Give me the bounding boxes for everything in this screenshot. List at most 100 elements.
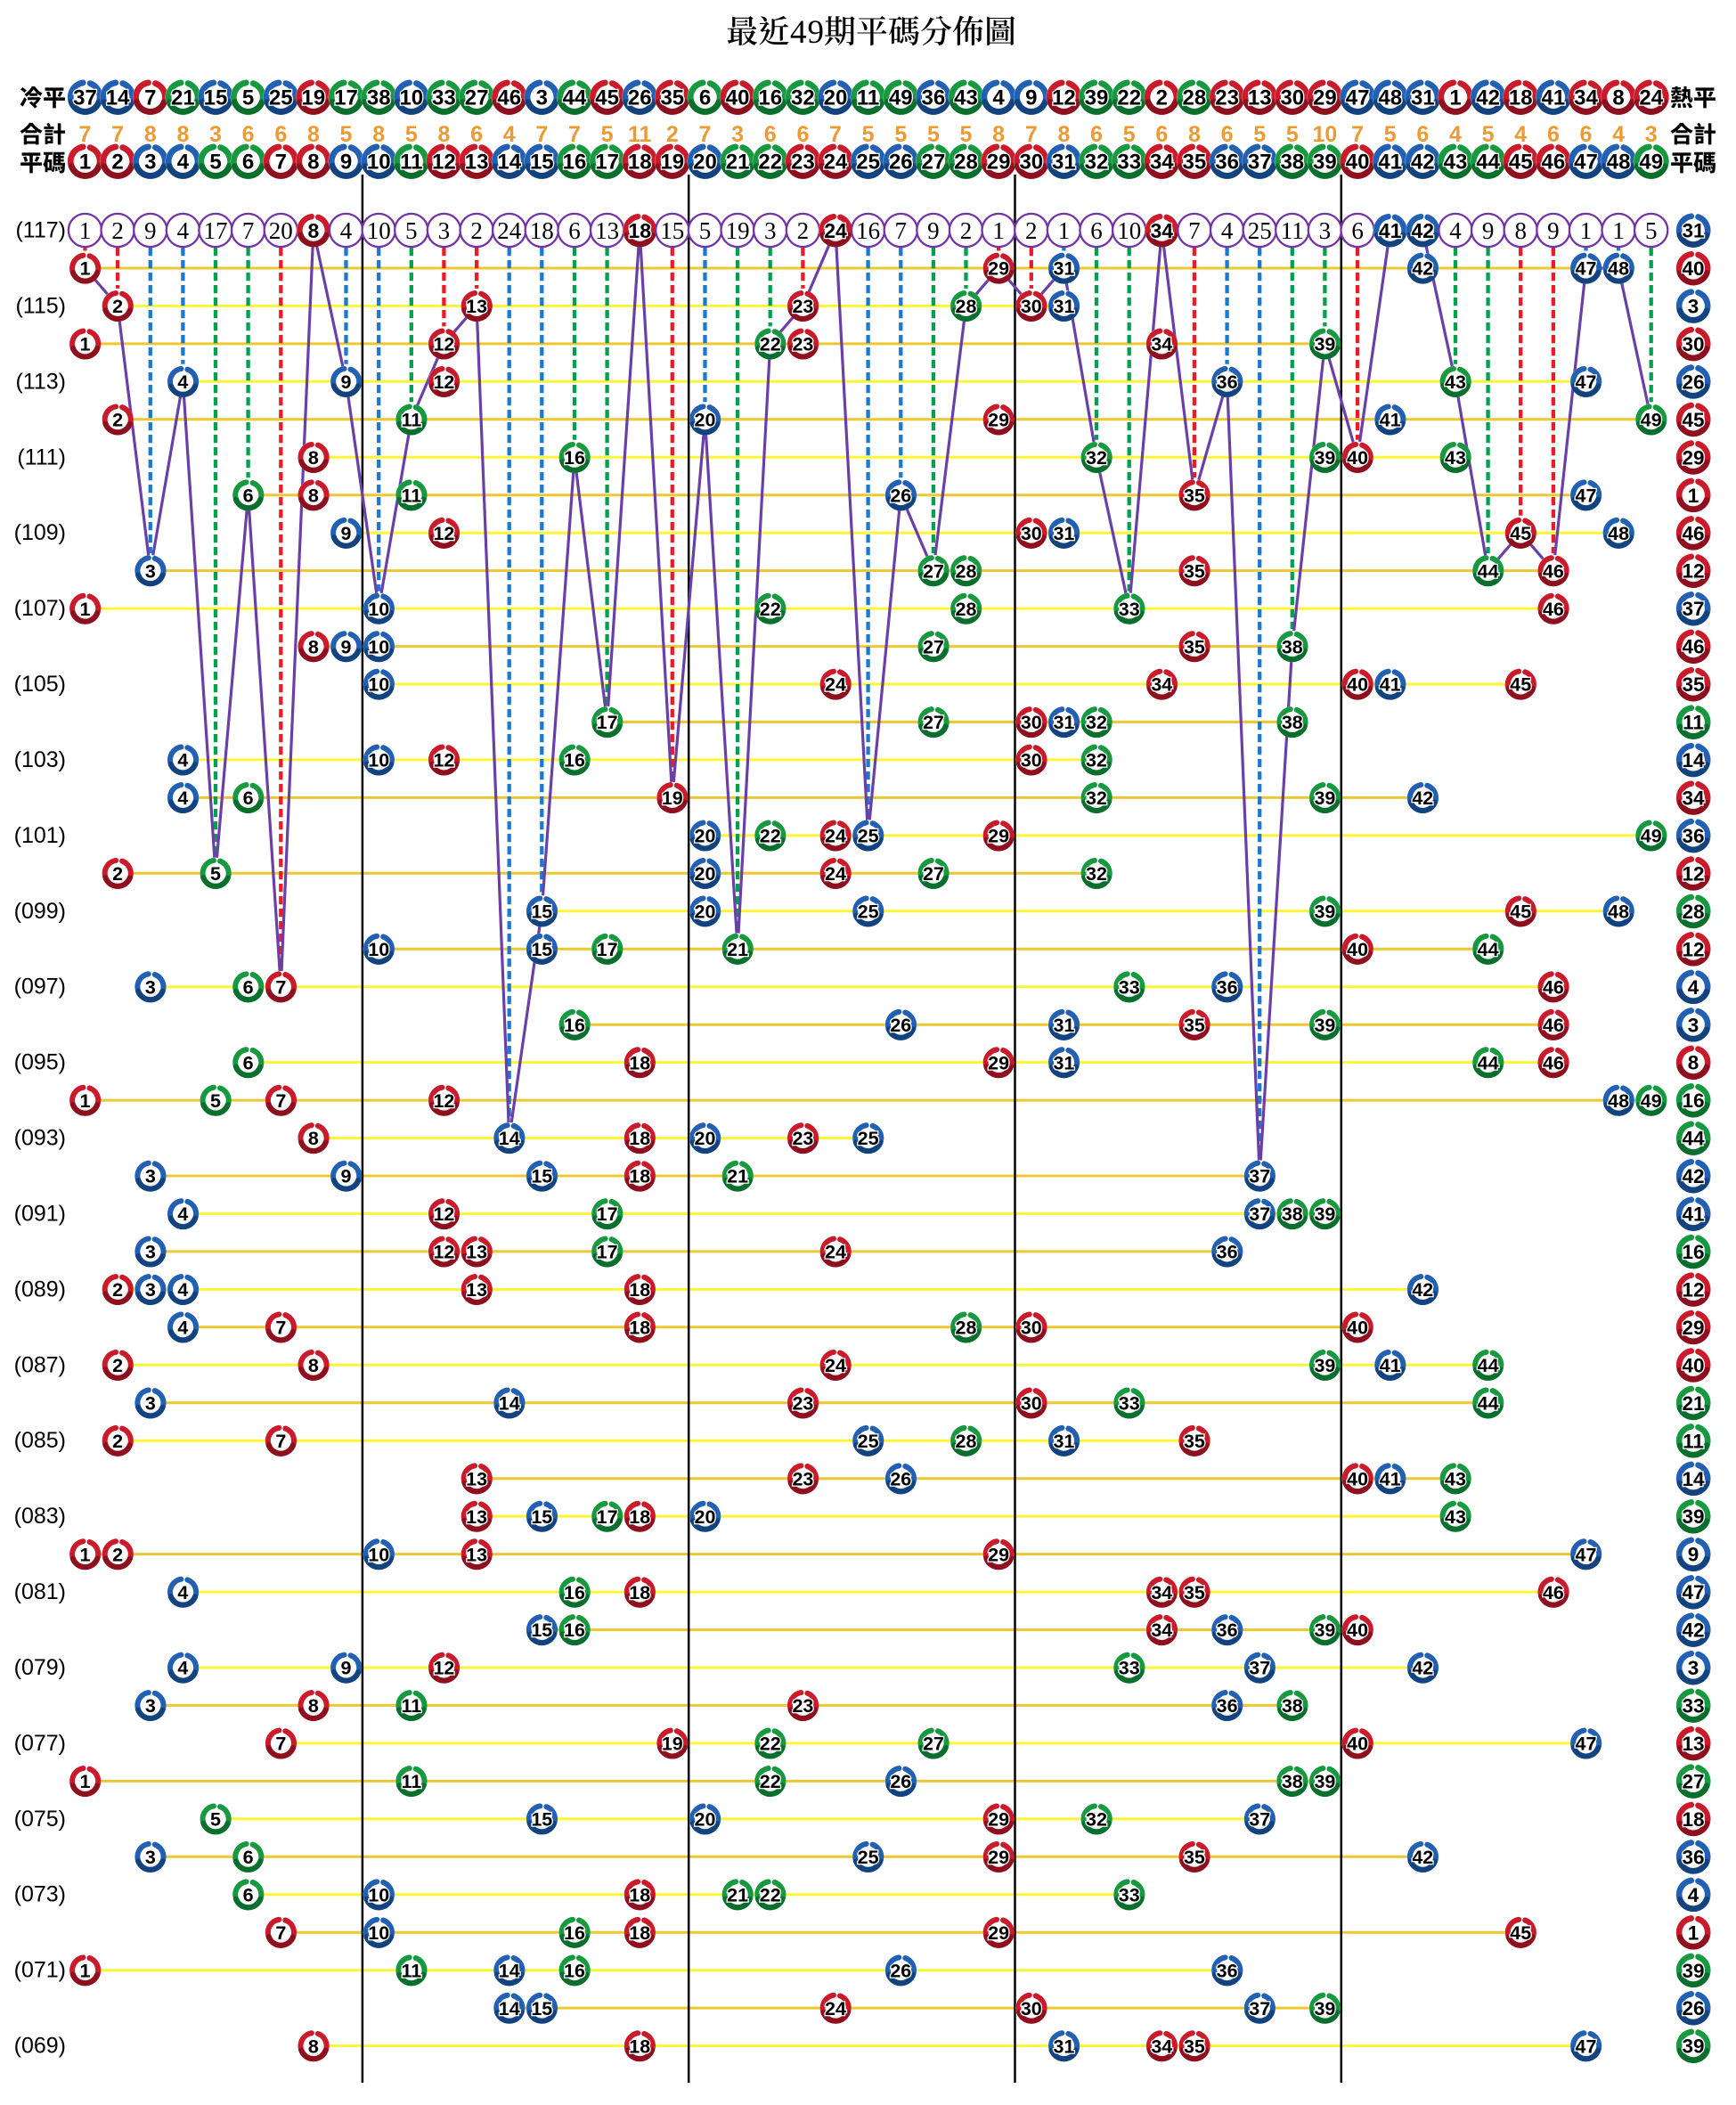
- svg-text:39: 39: [1682, 1505, 1704, 1528]
- svg-text:20: 20: [693, 151, 717, 175]
- svg-text:1: 1: [1688, 1921, 1699, 1944]
- svg-text:36: 36: [1217, 1695, 1238, 1717]
- svg-text:20: 20: [695, 826, 716, 847]
- svg-text:39: 39: [1314, 1620, 1335, 1641]
- svg-text:3: 3: [145, 1393, 156, 1415]
- svg-text:(081): (081): [14, 1579, 66, 1604]
- svg-text:42: 42: [1412, 787, 1433, 809]
- svg-text:28: 28: [954, 151, 978, 175]
- svg-text:42: 42: [1476, 86, 1500, 110]
- svg-text:39: 39: [1682, 1960, 1704, 1982]
- svg-text:8: 8: [992, 122, 1005, 147]
- svg-text:15: 15: [530, 151, 554, 175]
- svg-text:42: 42: [1682, 1620, 1704, 1642]
- svg-text:16: 16: [564, 1620, 585, 1641]
- svg-text:(105): (105): [14, 672, 66, 697]
- svg-text:27: 27: [465, 86, 489, 110]
- svg-text:24: 24: [825, 1355, 846, 1376]
- svg-text:39: 39: [1085, 86, 1109, 110]
- svg-text:38: 38: [1282, 636, 1303, 657]
- svg-text:5: 5: [862, 122, 875, 147]
- svg-text:8: 8: [308, 485, 319, 506]
- svg-text:38: 38: [1282, 1203, 1303, 1225]
- svg-text:34: 34: [1151, 334, 1172, 355]
- svg-text:5: 5: [601, 122, 614, 147]
- svg-text:13: 13: [466, 1468, 487, 1489]
- svg-text:24: 24: [825, 674, 846, 696]
- svg-text:46: 46: [1682, 522, 1704, 544]
- svg-text:44: 44: [563, 86, 587, 110]
- svg-text:12: 12: [433, 750, 454, 771]
- svg-text:45: 45: [1510, 523, 1531, 544]
- svg-text:18: 18: [628, 219, 651, 242]
- svg-text:35: 35: [1184, 485, 1205, 506]
- svg-text:6: 6: [1580, 122, 1593, 147]
- svg-text:41: 41: [1682, 1203, 1704, 1226]
- svg-text:23: 23: [792, 334, 813, 355]
- svg-text:(069): (069): [14, 2034, 66, 2059]
- svg-text:35: 35: [1184, 1847, 1205, 1868]
- svg-text:8: 8: [308, 447, 319, 469]
- svg-text:1: 1: [79, 151, 91, 175]
- svg-text:29: 29: [988, 1809, 1009, 1831]
- svg-text:13: 13: [466, 296, 487, 317]
- svg-text:40: 40: [1347, 1620, 1368, 1641]
- svg-text:18: 18: [1509, 86, 1533, 110]
- svg-text:46: 46: [1543, 976, 1564, 998]
- svg-text:20: 20: [695, 410, 716, 431]
- svg-text:24: 24: [825, 826, 846, 847]
- svg-text:12: 12: [433, 523, 454, 544]
- svg-text:40: 40: [1347, 939, 1368, 960]
- svg-text:30: 30: [1021, 750, 1042, 771]
- svg-text:20: 20: [695, 1128, 716, 1149]
- svg-text:11: 11: [857, 86, 879, 110]
- svg-text:1: 1: [992, 217, 1005, 244]
- svg-text:26: 26: [890, 1468, 911, 1489]
- svg-text:3: 3: [1645, 122, 1658, 147]
- svg-text:39: 39: [1313, 151, 1337, 175]
- svg-text:16: 16: [564, 1582, 585, 1603]
- svg-text:32: 32: [1086, 750, 1107, 771]
- svg-text:4: 4: [177, 1203, 188, 1225]
- svg-text:8: 8: [307, 151, 319, 175]
- svg-text:(111): (111): [17, 445, 66, 469]
- svg-text:23: 23: [792, 1393, 813, 1415]
- svg-text:9: 9: [341, 1166, 352, 1187]
- svg-text:42: 42: [1412, 1279, 1433, 1301]
- svg-text:6: 6: [1221, 122, 1234, 147]
- svg-text:20: 20: [695, 863, 716, 885]
- svg-text:47: 47: [1574, 151, 1598, 175]
- svg-text:36: 36: [1682, 1846, 1704, 1868]
- svg-text:8: 8: [308, 219, 320, 242]
- svg-text:42: 42: [1412, 1658, 1433, 1679]
- svg-text:3: 3: [764, 217, 777, 244]
- svg-text:41: 41: [1380, 1355, 1401, 1376]
- svg-text:17: 17: [597, 1242, 618, 1263]
- svg-text:8: 8: [372, 122, 385, 147]
- svg-text:6: 6: [796, 122, 809, 147]
- svg-text:4: 4: [177, 787, 188, 809]
- svg-text:3: 3: [145, 1695, 156, 1717]
- svg-text:11: 11: [1281, 217, 1304, 244]
- svg-text:14: 14: [1682, 749, 1705, 771]
- svg-text:31: 31: [1053, 712, 1074, 733]
- svg-text:22: 22: [758, 151, 782, 175]
- svg-text:43: 43: [1445, 1468, 1466, 1489]
- svg-text:5: 5: [340, 122, 353, 147]
- svg-text:37: 37: [73, 86, 97, 110]
- svg-text:5: 5: [1123, 122, 1136, 147]
- svg-text:31: 31: [1053, 2036, 1074, 2057]
- svg-text:7: 7: [275, 976, 286, 998]
- svg-text:2: 2: [797, 217, 810, 244]
- svg-text:3: 3: [209, 122, 222, 147]
- svg-text:45: 45: [1509, 151, 1533, 175]
- svg-text:37: 37: [1249, 1998, 1270, 2019]
- svg-text:24: 24: [1639, 86, 1663, 110]
- svg-text:28: 28: [956, 560, 977, 582]
- svg-text:43: 43: [1445, 371, 1466, 393]
- svg-text:5: 5: [405, 122, 418, 147]
- svg-text:29: 29: [988, 826, 1009, 847]
- svg-text:11: 11: [401, 1695, 421, 1717]
- svg-text:5: 5: [960, 122, 973, 147]
- svg-text:35: 35: [1184, 1015, 1205, 1036]
